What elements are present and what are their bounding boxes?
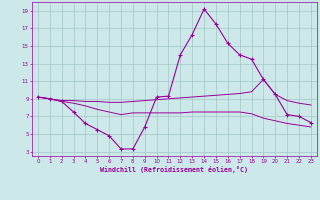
X-axis label: Windchill (Refroidissement éolien,°C): Windchill (Refroidissement éolien,°C) xyxy=(100,166,248,173)
